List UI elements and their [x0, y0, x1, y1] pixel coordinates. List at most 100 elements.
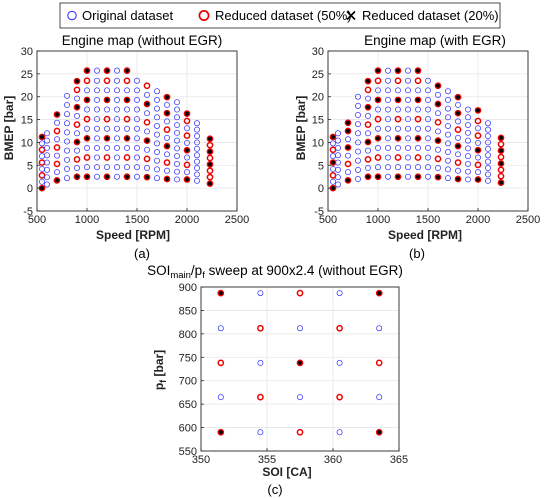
point-b-1-6-original [335, 137, 341, 144]
xtick-label-a-4: 2500 [225, 214, 249, 226]
point-a-9-11-reduced20 [125, 68, 129, 73]
point-b-2-7-reduced20 [346, 120, 350, 125]
point-b-13-9-original [455, 101, 461, 108]
point-a-4-9-original [74, 95, 80, 102]
point-a-12-8-original [154, 105, 160, 112]
point-b-8-11-original [405, 67, 411, 74]
point-a-5-10-reduced50 [83, 77, 91, 85]
point-a-6-2-original [94, 154, 100, 161]
point-b-7-10-reduced50 [394, 77, 402, 85]
point-a-2-2-reduced50 [53, 160, 61, 168]
point-b-5-11-reduced20 [376, 68, 380, 73]
point-a-8-8-original [114, 96, 120, 103]
point-b-10-6-original [425, 116, 431, 123]
ytick-label-c-1: 600 [179, 423, 197, 435]
point-a-7-8-reduced20 [105, 97, 109, 102]
xtick-label-b-2: 1500 [416, 214, 440, 226]
point-b-5-4-reduced50 [374, 134, 382, 142]
point-b-5-9-original [375, 87, 381, 94]
point-a-12-9-original [154, 96, 160, 103]
point-b-9-9-original [415, 87, 421, 94]
point-a-17-3-reduced50 [206, 161, 214, 168]
point-a-17-2-reduced50 [206, 167, 214, 175]
point-a-12-5-original [154, 131, 160, 138]
point-a-11-9-original [144, 91, 150, 98]
point-c-3-4-original [336, 290, 343, 297]
chart-c-title: SOImain/pf sweep at 900x2.4 (without EGR… [147, 263, 403, 281]
point-b-15-0-reduced20 [476, 177, 480, 182]
point-b-15-4-reduced50 [474, 146, 482, 154]
point-b-4-2-reduced50 [364, 155, 372, 163]
point-b-9-0-reduced50 [414, 173, 422, 181]
point-b-15-0-reduced50 [474, 176, 482, 183]
point-a-5-0-reduced50 [83, 173, 91, 181]
plot-area-c [201, 287, 399, 451]
point-b-4-11-reduced20 [366, 79, 370, 84]
point-b-14-3-original [465, 153, 471, 160]
point-b-17-5-reduced20 [499, 148, 503, 153]
ytick-label-c-4: 750 [179, 352, 197, 364]
point-b-9-7-original [415, 106, 421, 113]
point-c-0-0-reduced50 [217, 428, 225, 436]
point-a-7-0-reduced50 [103, 173, 111, 181]
point-c-3-0-original [336, 429, 343, 436]
point-b-15-2-reduced50 [474, 161, 482, 169]
point-b-12-0-original [445, 175, 451, 182]
point-a-5-6-reduced50 [83, 115, 91, 123]
point-b-9-11-reduced20 [416, 68, 420, 73]
point-a-7-8-reduced50 [103, 96, 111, 104]
point-b-17-4-reduced50 [497, 153, 505, 161]
chart-b-caption: (b) [409, 246, 425, 261]
xtick-label-a-2: 1500 [125, 214, 149, 226]
legend-reduced20-label: Reduced dataset (20%) [362, 8, 499, 23]
point-a-10-1-original [134, 164, 140, 171]
point-c-4-4-reduced20 [377, 291, 382, 296]
point-a-9-10-reduced50 [123, 77, 131, 85]
point-b-11-3-original [435, 146, 441, 153]
point-b-13-1-original [455, 167, 461, 174]
point-a-11-4-reduced50 [143, 137, 151, 144]
xtick-label-c-1: 355 [258, 454, 276, 466]
point-b-13-4-reduced20 [456, 144, 460, 149]
point-c-4-1-original [376, 394, 383, 401]
point-b-12-1-original [445, 166, 451, 173]
point-a-1-6-original [44, 137, 50, 144]
point-a-8-5-original [114, 125, 120, 132]
point-b-13-8-reduced50 [454, 109, 462, 117]
xtick-label-b-1: 1000 [366, 214, 390, 226]
point-a-0-6-reduced50 [38, 146, 46, 154]
point-a-17-4-reduced50 [206, 154, 214, 162]
point-b-4-4-reduced50 [364, 138, 372, 146]
point-b-5-2-reduced50 [374, 154, 382, 161]
point-b-12-7-original [445, 114, 451, 121]
point-a-14-10-original [174, 99, 180, 106]
ytick-label-a-6: 25 [21, 69, 33, 81]
point-b-13-2-reduced50 [454, 159, 462, 166]
point-a-3-0-original [64, 175, 70, 182]
point-b-3-2-original [355, 157, 361, 164]
point-c-2-2-reduced20 [298, 360, 302, 365]
point-b-0-6-reduced50 [329, 146, 337, 154]
point-c-3-2-original [336, 359, 343, 366]
point-b-17-3-reduced20 [499, 161, 503, 166]
point-a-2-3-original [54, 152, 60, 159]
point-b-4-5-original [365, 130, 371, 137]
ytick-label-a-2: 5 [27, 160, 33, 172]
point-b-15-9-reduced50 [474, 107, 482, 114]
point-b-2-4-reduced20 [346, 145, 350, 150]
point-b-17-5-reduced50 [497, 147, 505, 155]
point-b-13-3-original [455, 151, 461, 158]
point-b-3-1-original [355, 166, 361, 173]
point-a-0-8-reduced50 [38, 133, 46, 141]
point-a-13-1-original [164, 167, 170, 174]
point-b-12-9-original [445, 96, 451, 103]
point-a-15-8-reduced50 [183, 117, 191, 125]
chart-a-caption: (a) [134, 246, 150, 261]
point-a-13-7-original [164, 118, 170, 125]
point-a-7-0-reduced20 [105, 174, 109, 179]
point-b-5-10-reduced50 [374, 77, 382, 85]
point-b-6-9-original [385, 87, 391, 94]
point-a-10-10-original [134, 77, 140, 84]
point-b-14-2-original [465, 160, 471, 167]
point-a-12-6-original [154, 122, 160, 129]
